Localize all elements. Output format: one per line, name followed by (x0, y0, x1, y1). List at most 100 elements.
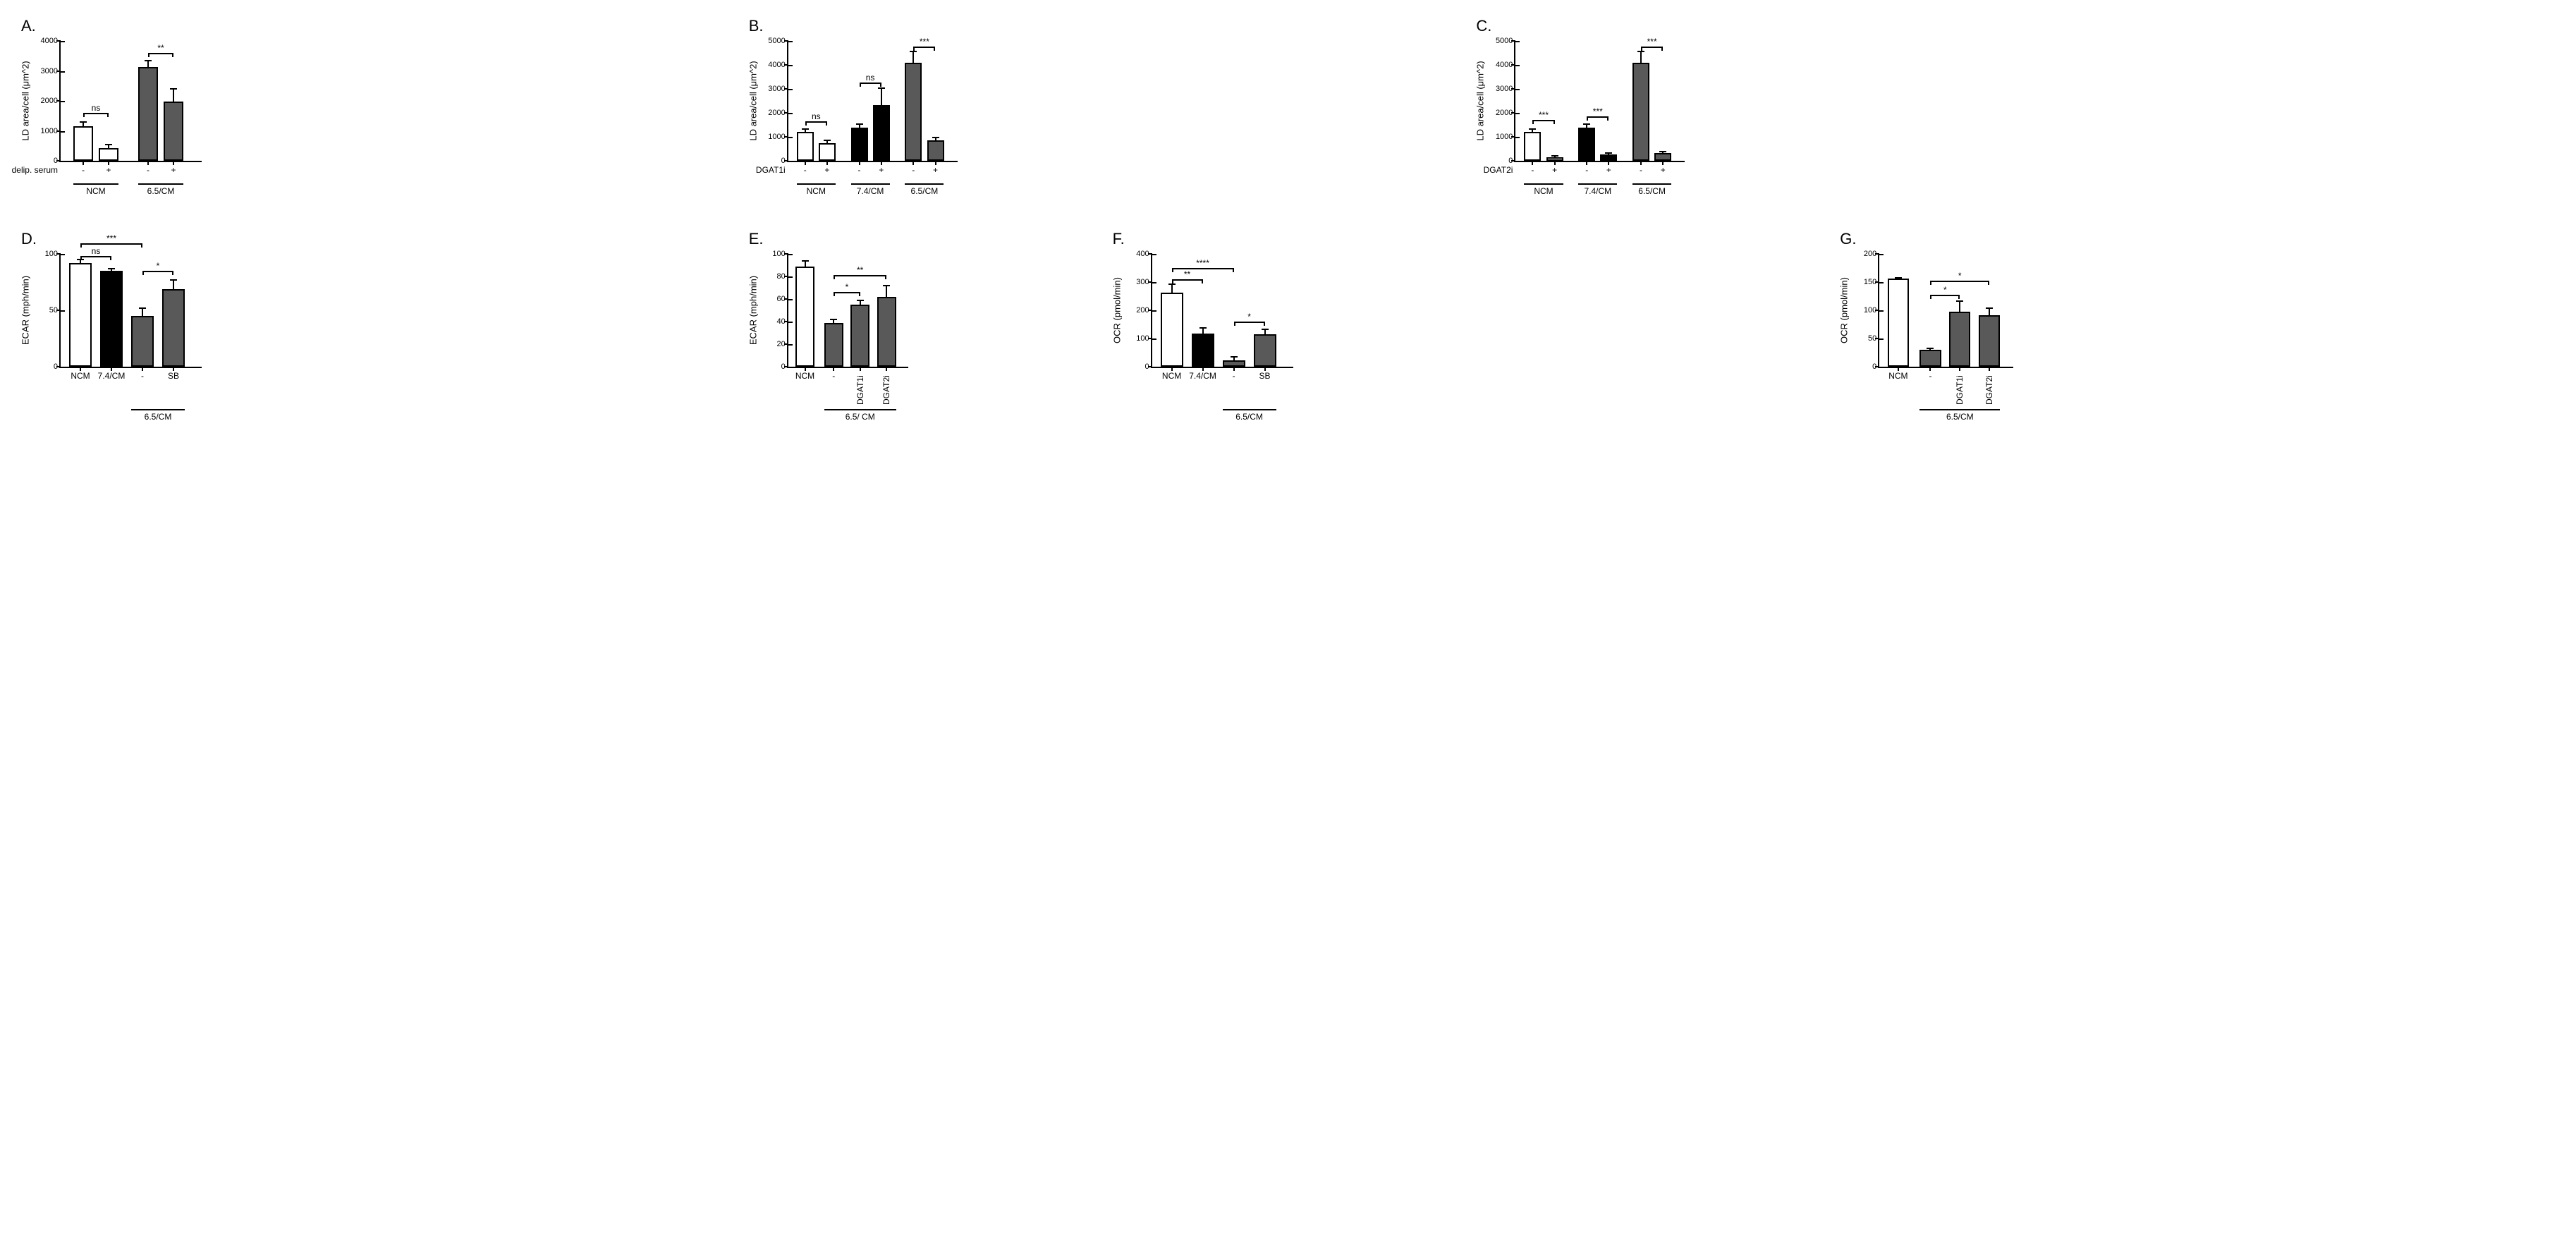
y-tick: 40 (759, 317, 788, 326)
bar (1578, 128, 1595, 161)
x-tick: - (1233, 371, 1235, 381)
bar (1979, 315, 2000, 367)
x-group: 6.5/CM (131, 409, 185, 422)
x-tick-pm: + (933, 165, 938, 175)
x-tick-pm: - (912, 165, 915, 175)
y-tick: 200 (1850, 250, 1879, 258)
y-axis-label: OCR (pmol/min) (1839, 277, 1850, 343)
y-tick: 150 (1850, 278, 1879, 286)
panel-letter-D: D. (21, 230, 37, 248)
plot-C: LD area/cell (μm^2)010002000300040005000… (1514, 41, 1685, 162)
y-axis-label: LD area/cell (μm^2) (1475, 61, 1486, 140)
x-tick-pm: - (82, 165, 85, 175)
panel-E: E. ECAR (mph/min)020406080100NCM-DGAT1iD… (749, 234, 1100, 423)
error-bar (859, 124, 860, 128)
error-bar (1959, 301, 1960, 312)
y-tick: 0 (759, 362, 788, 371)
x-tick: NCM (1888, 371, 1907, 381)
significance-bracket: * (1234, 322, 1265, 323)
error-bar (1929, 348, 1931, 350)
panel-F: F. OCR (pmol/min)0100200300400NCM7.4/CM-… (1113, 234, 1828, 423)
y-tick: 60 (759, 295, 788, 303)
significance-bracket: ns (83, 113, 109, 114)
x-tick: NCM (795, 371, 814, 381)
error-bar (147, 61, 149, 67)
bar (69, 263, 92, 367)
significance-bracket: * (1930, 281, 1989, 282)
x-tick: DGAT2i (1984, 371, 1994, 409)
error-bar (1202, 328, 1204, 334)
bar (100, 271, 123, 367)
x-group: NCM (73, 183, 118, 196)
error-bar (881, 88, 882, 105)
x-tick-pm: - (1640, 165, 1642, 175)
panel-B: B. LD area/cell (μm^2)010002000300040005… (749, 21, 1464, 217)
error-bar (912, 51, 914, 63)
x-tick: NCM (1162, 371, 1181, 381)
significance-bracket: ** (148, 53, 173, 54)
bar (138, 67, 158, 161)
y-tick: 3000 (1486, 85, 1515, 93)
bar (797, 132, 814, 161)
figure-grid: A. LD area/cell (μm^2)01000200030004000-… (0, 0, 2576, 451)
error-bar (1171, 284, 1173, 293)
panel-letter-F: F. (1113, 230, 1125, 248)
bar (824, 323, 843, 367)
y-tick: 0 (1123, 362, 1152, 371)
y-tick: 0 (31, 157, 61, 165)
y-tick: 0 (31, 362, 61, 371)
x-group: 6.5/CM (138, 183, 183, 196)
significance-bracket: *** (1532, 120, 1554, 121)
x-tick-pm: - (804, 165, 807, 175)
significance-bracket: * (834, 292, 860, 293)
y-tick: 4000 (31, 37, 61, 45)
plot-G: OCR (pmol/min)050100150200NCM-DGAT1iDGAT… (1878, 254, 2013, 368)
x-group: NCM (1524, 183, 1563, 196)
bar (1524, 132, 1541, 161)
x-tick: DGAT2i (881, 371, 891, 409)
significance-bracket: ns (80, 256, 111, 257)
y-axis-label: ECAR (mph/min) (747, 276, 758, 345)
bar (1949, 312, 1970, 367)
error-bar (805, 129, 806, 132)
bar (1654, 153, 1671, 161)
x-tick: DGAT1i (855, 371, 865, 409)
panel-A: A. LD area/cell (μm^2)01000200030004000-… (21, 21, 736, 217)
y-axis-label: LD area/cell (μm^2) (20, 61, 31, 140)
y-axis-label: ECAR (mph/min) (20, 276, 31, 345)
bar (819, 143, 836, 161)
error-bar (826, 140, 828, 142)
row-label: DGAT2i (1484, 165, 1516, 175)
panel-G: G. OCR (pmol/min)050100150200NCM-DGAT1iD… (1840, 234, 2555, 423)
x-tick-pm: - (858, 165, 861, 175)
panel-letter-E: E. (749, 230, 764, 248)
x-tick-pm: + (879, 165, 884, 175)
x-tick-pm: + (1552, 165, 1557, 175)
x-tick-pm: - (1531, 165, 1534, 175)
error-bar (1989, 308, 1990, 315)
bar (73, 126, 93, 161)
error-bar (886, 286, 887, 297)
plot-E: ECAR (mph/min)020406080100NCM-DGAT1iDGAT… (787, 254, 908, 368)
y-tick: 200 (1123, 306, 1152, 315)
y-tick: 0 (1486, 157, 1515, 165)
y-tick: 3000 (759, 85, 788, 93)
bar (1161, 293, 1183, 367)
x-tick: 7.4/CM (1189, 371, 1216, 381)
y-tick: 100 (759, 250, 788, 258)
error-bar (1532, 129, 1533, 132)
y-tick: 0 (1850, 362, 1879, 371)
plot-A: LD area/cell (μm^2)01000200030004000-+-+… (59, 41, 202, 162)
panel-letter-B: B. (749, 17, 764, 35)
bar (1600, 154, 1617, 161)
row-label: DGAT1i (756, 165, 788, 175)
error-bar (833, 319, 834, 323)
plot-F: OCR (pmol/min)0100200300400NCM7.4/CM-SB6… (1151, 254, 1293, 368)
bar (850, 305, 869, 367)
bar (1254, 334, 1276, 367)
significance-bracket: ns (860, 83, 881, 84)
significance-bracket: *** (913, 47, 935, 48)
y-tick: 100 (31, 250, 61, 258)
error-bar (1233, 357, 1235, 360)
y-tick: 80 (759, 272, 788, 281)
